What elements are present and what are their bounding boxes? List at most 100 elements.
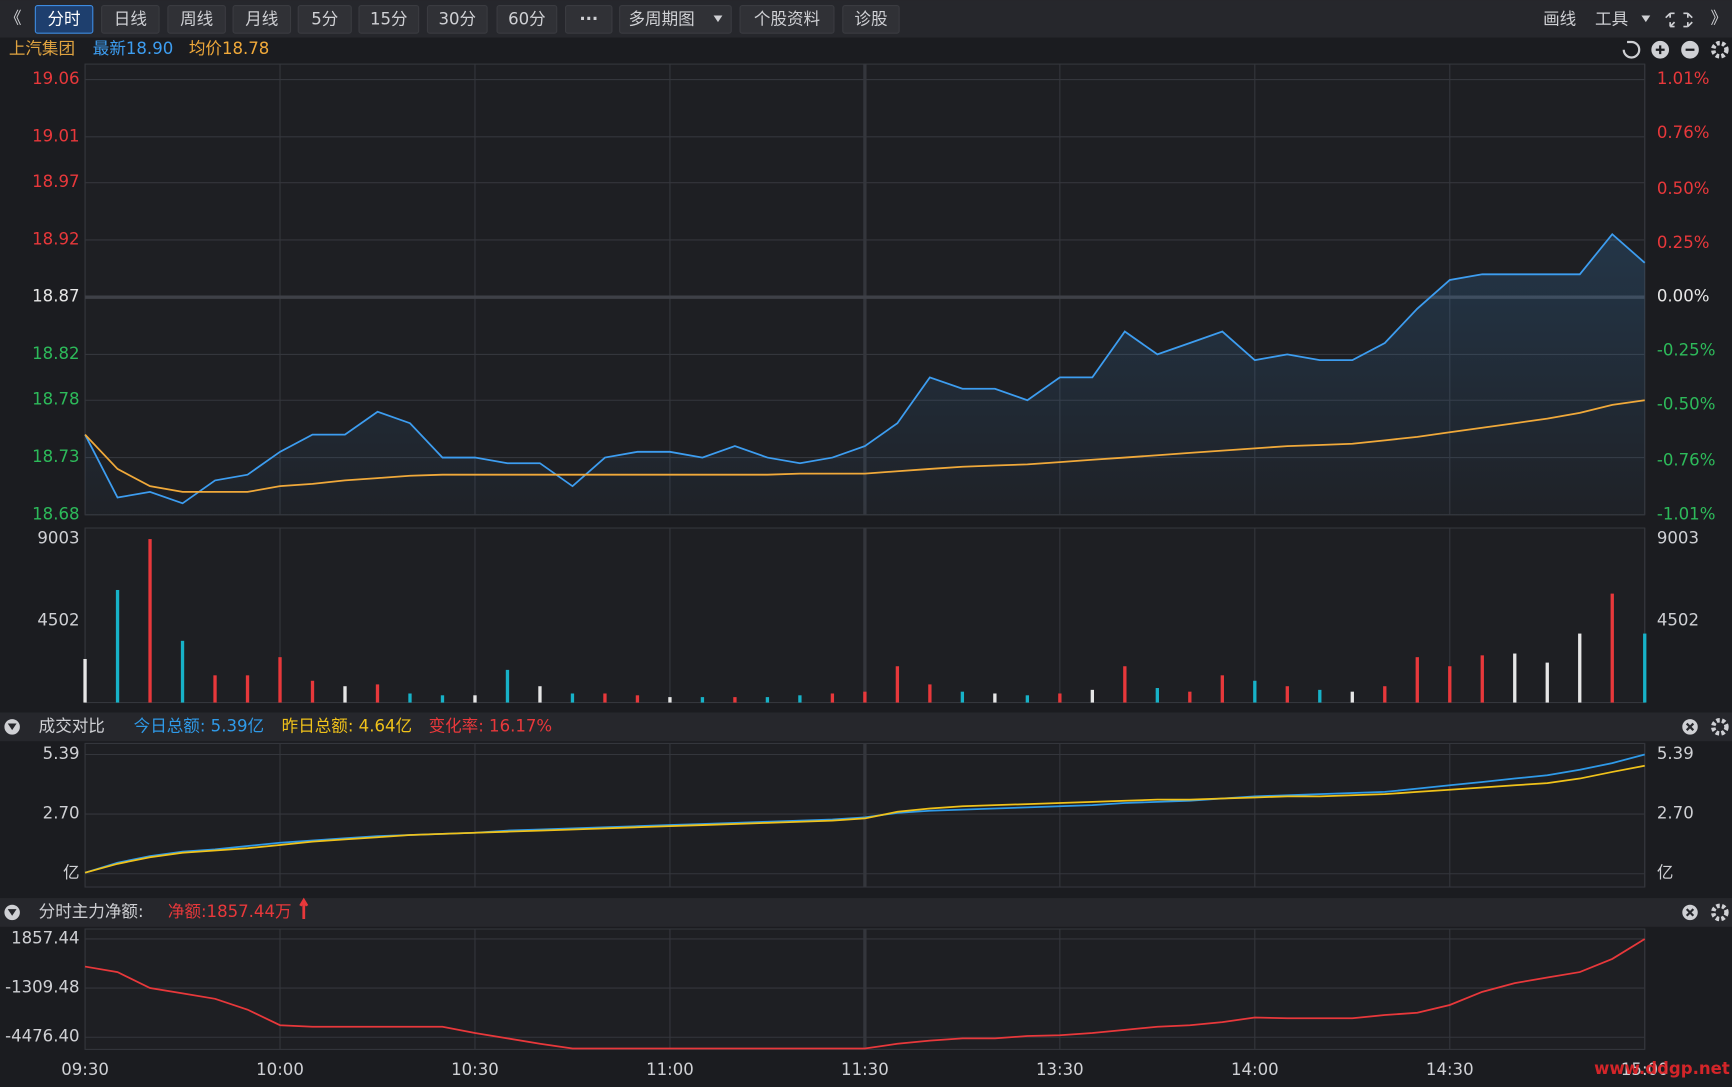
y-tick-label: 1857.44 (11, 928, 79, 947)
panel-title: 成交对比 (39, 716, 105, 735)
tab-label[interactable]: 周线 (180, 9, 213, 28)
volume-bar (1383, 686, 1387, 703)
volume-bar (1643, 633, 1647, 703)
volume-bar (538, 686, 542, 703)
tab-button[interactable] (426, 5, 488, 34)
price-area (85, 234, 1645, 515)
x-tick-label: 14:30 (1426, 1060, 1474, 1079)
tab-label[interactable]: ··· (579, 9, 598, 28)
volume-bar (993, 693, 997, 703)
volume-bar (1220, 675, 1224, 703)
y-tick-label: 5.39 (43, 744, 80, 763)
tab-label[interactable]: 分时 (48, 9, 81, 28)
y2-tick-label: -0.50% (1657, 394, 1716, 413)
chart-tools[interactable] (1622, 40, 1729, 59)
panel-title: 分时主力净额: (39, 902, 144, 921)
volume-bar (180, 640, 185, 703)
volume-bar (1480, 655, 1484, 703)
volume-bar (603, 693, 607, 703)
volume-bar (310, 680, 315, 703)
y-tick-label: 19.06 (32, 69, 79, 88)
settings-icon[interactable] (1711, 718, 1729, 736)
tab-button[interactable] (34, 5, 94, 34)
legend-entry: 今日总额: 5.39亿 (134, 716, 264, 735)
tab-button[interactable] (297, 5, 352, 34)
volume-bar (863, 691, 867, 703)
volume-bar (1285, 686, 1289, 703)
tab-label[interactable]: 30分 (438, 9, 476, 28)
tab-button[interactable] (167, 5, 226, 34)
volume-bar (1578, 633, 1582, 703)
legend-entry: 最新18.90 (93, 39, 173, 58)
dropdown-arrow (1641, 15, 1651, 23)
tab-button[interactable] (496, 5, 558, 34)
nav-right[interactable]: 》 (1710, 8, 1727, 27)
dropdown-arrow (713, 15, 723, 23)
y-tick-label: 2.70 (43, 804, 80, 823)
volume-bar (765, 697, 770, 703)
volume-bar (1415, 657, 1419, 703)
volume-bar (635, 695, 640, 703)
volume-bar (830, 693, 835, 703)
close-icon[interactable] (1682, 904, 1698, 921)
volume-bar (928, 684, 932, 703)
x-tick-label: 09:30 (61, 1060, 109, 1079)
series-line (84, 232, 1646, 505)
volume-bar (1253, 680, 1257, 703)
volume-bar (473, 695, 477, 703)
volume-bar (245, 675, 250, 703)
tab-button[interactable] (358, 5, 420, 34)
tab-label[interactable]: 月线 (245, 9, 278, 28)
tab-label[interactable]: 诊股 (854, 9, 887, 28)
y2-tick-label: -0.25% (1657, 341, 1716, 360)
volume-bar (213, 675, 217, 703)
charts: 《 》 分时 日线 周线 月线 5分 15分 30分 60分 ··· 多周期图 个股资料 诊股 画线 工具 19… (5, 5, 1730, 1079)
tab-label[interactable]: 多周期图 (629, 9, 695, 28)
tab-button[interactable] (842, 5, 900, 34)
y-tick-label: -1309.48 (5, 978, 79, 997)
tab-label[interactable]: 5分 (311, 9, 338, 28)
toolbar-tools[interactable]: 工具 (1595, 9, 1628, 28)
y-tick-label-right: 9003 (1657, 529, 1699, 548)
volume-bar (1448, 666, 1452, 703)
y2-tick-label: 1.01% (1657, 69, 1710, 88)
nav-left[interactable]: 《 (5, 8, 22, 27)
y-tick-label: 18.92 (32, 229, 79, 248)
tab-label[interactable]: 日线 (114, 9, 147, 28)
x-tick-label: 10:30 (451, 1060, 499, 1079)
volume-bar (1513, 653, 1517, 703)
x-tick-label: 11:30 (841, 1060, 889, 1079)
y-tick-label: -4476.40 (5, 1027, 79, 1046)
fullscreen-icon[interactable] (1665, 12, 1693, 28)
volume-bar (375, 684, 380, 703)
tab-label[interactable]: 个股资料 (754, 9, 820, 28)
volume-bar (1155, 688, 1159, 703)
annotation: 变化率: 16.17% (429, 716, 553, 735)
volume-bar (570, 693, 575, 703)
tab-button[interactable] (619, 5, 732, 34)
settings-icon[interactable] (1711, 903, 1729, 922)
x-tick-label: 14:00 (1231, 1060, 1279, 1079)
tab-label[interactable]: 60分 (508, 9, 546, 28)
y-tick-label-right: 5.39 (1657, 744, 1694, 763)
y-tick-label: 18.82 (32, 344, 79, 363)
y-tick-label: 9003 (37, 529, 79, 548)
series-line (84, 399, 1645, 493)
volume-bar (1188, 691, 1192, 703)
volume-bar (798, 695, 802, 703)
tab-button[interactable] (101, 5, 160, 34)
volume-bar (960, 691, 965, 703)
tab-button[interactable] (564, 5, 613, 34)
close-icon[interactable] (1682, 719, 1698, 735)
collapse-icon[interactable] (4, 719, 20, 735)
tab-button[interactable] (739, 5, 835, 34)
chart-tools-glyph (1655, 45, 1695, 55)
y-tick-label-right: 2.70 (1657, 804, 1694, 823)
tab-label[interactable]: 15分 (370, 9, 408, 28)
collapse-icon[interactable] (4, 904, 20, 921)
toolbar-draw[interactable]: 画线 (1543, 9, 1576, 28)
tab-button[interactable] (232, 5, 292, 34)
volume-bar (343, 686, 347, 703)
